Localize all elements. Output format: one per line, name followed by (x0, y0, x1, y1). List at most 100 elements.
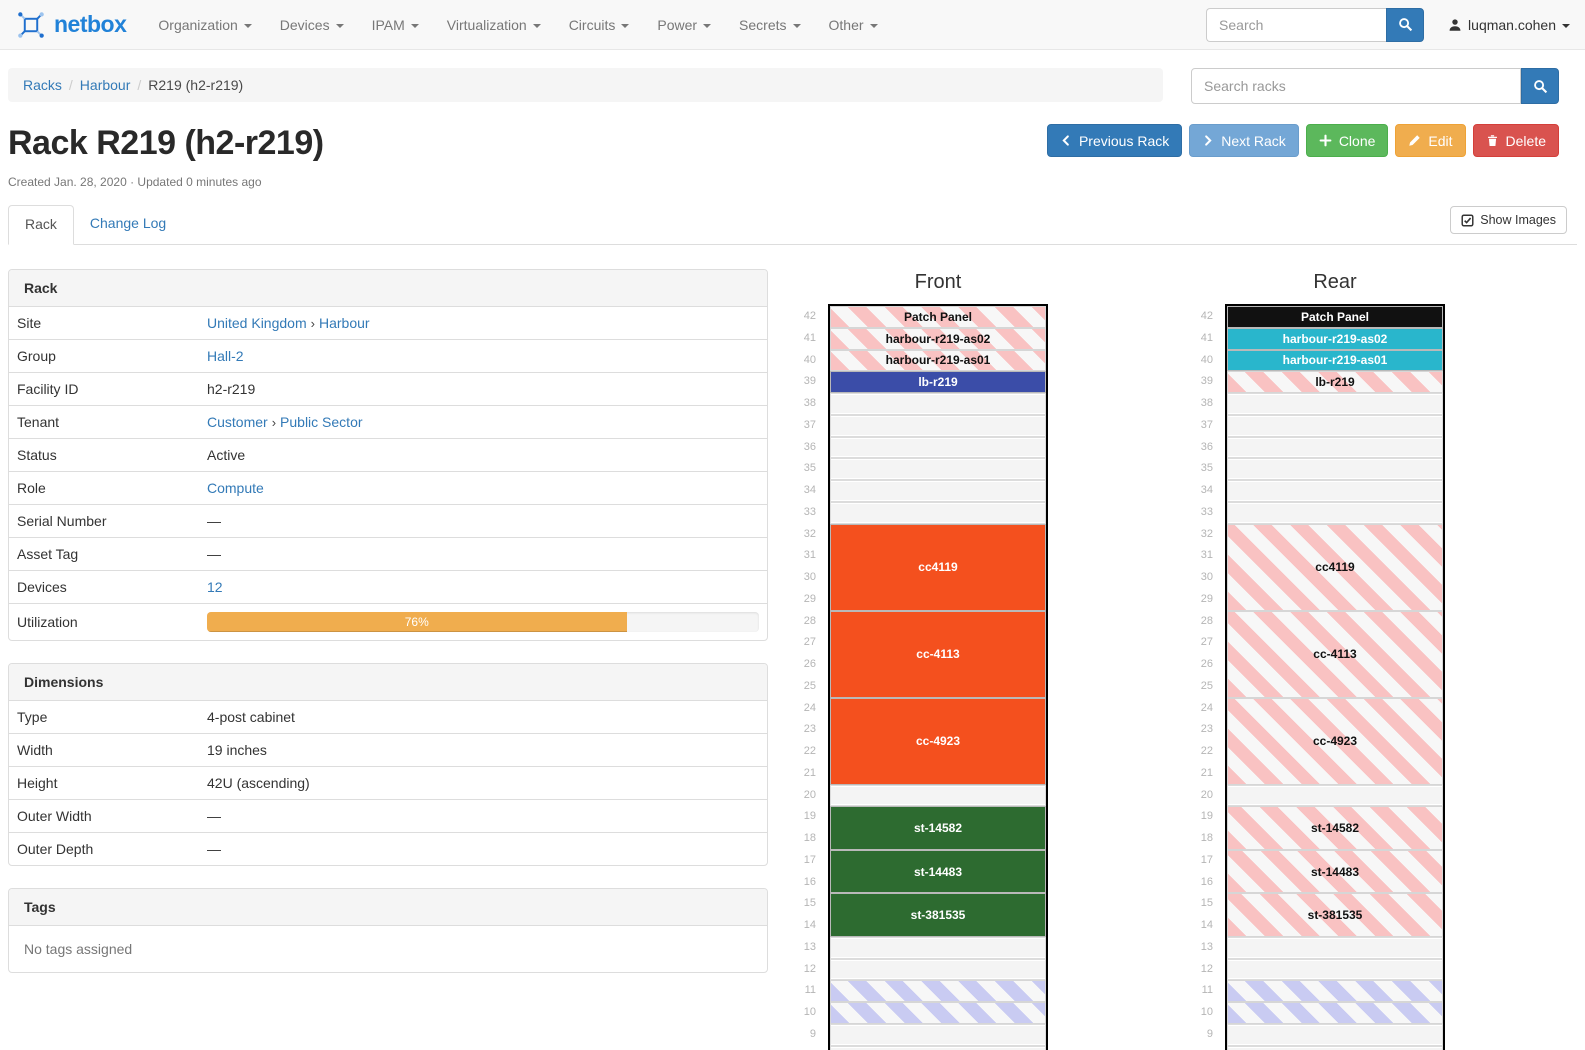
tab-rack[interactable]: Rack (8, 205, 74, 245)
breadcrumb-current: R219 (h2-r219) (148, 77, 244, 93)
attr-value: — (199, 799, 767, 833)
rack-slot-device[interactable]: st-381535 (1227, 893, 1443, 937)
attr-value: 76% (199, 603, 767, 640)
table-row: Height 42U (ascending) (9, 766, 767, 800)
chevron-right-icon (1205, 135, 1212, 146)
previous-rack-button[interactable]: Previous Rack (1046, 124, 1183, 157)
global-search-button[interactable] (1386, 7, 1425, 42)
nav-item-power[interactable]: Power (643, 0, 725, 50)
show-images-button[interactable]: Show Images (1450, 206, 1567, 234)
rack-slot-device[interactable]: lb-r219 (1227, 371, 1443, 393)
unit-number: 21 (803, 766, 816, 779)
unit-number: 34 (1200, 484, 1213, 496)
netbox-brand[interactable]: netbox (15, 9, 127, 41)
rack-slot-empty (830, 501, 1046, 524)
unit-number: 28 (1200, 614, 1213, 627)
unit-number: 15 (803, 897, 816, 910)
rack-slot-device[interactable]: st-14483 (1227, 849, 1443, 894)
attr-value-link[interactable]: Compute (207, 480, 264, 496)
rack-slot-device[interactable]: lb-r219 (830, 371, 1046, 393)
nav-item-organization[interactable]: Organization (144, 0, 265, 50)
rack-slot-device[interactable]: st-14582 (830, 806, 1046, 850)
nav-item-ipam[interactable]: IPAM (358, 0, 433, 50)
unit-number: 11 (804, 984, 816, 997)
rack-search-button[interactable] (1521, 68, 1559, 104)
rack-slot-device[interactable]: cc-4923 (1227, 697, 1443, 785)
tab-bar: Rack Change Log Show Images (8, 205, 1577, 245)
nav-item-virtualization[interactable]: Virtualization (433, 0, 555, 50)
unit-number: 14 (803, 919, 816, 931)
rack-slot-device[interactable]: Patch Panel (830, 306, 1046, 328)
attr-value-link[interactable]: Harbour (318, 315, 370, 331)
user-menu[interactable]: luqman.cohen (1448, 17, 1570, 33)
unit-number: 16 (1200, 875, 1213, 888)
attr-value-text: 42U (ascending) (207, 775, 310, 791)
attr-value-link[interactable]: 12 (207, 579, 223, 595)
rack-slot-device[interactable]: st-14483 (830, 849, 1046, 894)
rack-slot-device[interactable]: cc4119 (830, 523, 1046, 611)
rack-slot-device[interactable]: st-14582 (1227, 806, 1443, 850)
unit-number: 21 (1200, 766, 1213, 779)
breadcrumb-link[interactable]: Racks (23, 77, 62, 93)
chevron-down-icon (532, 23, 541, 28)
table-row: Devices 12 (9, 570, 767, 604)
unit-number: 27 (803, 636, 816, 649)
edit-button[interactable]: Edit (1395, 124, 1466, 157)
rack-slot-device[interactable]: harbour-r219-as02 (830, 327, 1046, 350)
nav-item-other[interactable]: Other (815, 0, 892, 50)
rear-unit-numbers: 42 41 40 39 38 37 36 35 34 33 32 31 30 29 28 27 26 25 24 23… (1185, 304, 1213, 1050)
attr-value-link[interactable]: Hall-2 (207, 348, 244, 364)
attr-value-link[interactable]: Customer (207, 414, 268, 430)
tab-change-log[interactable]: Change Log (89, 215, 167, 231)
nav-item-circuits[interactable]: Circuits (555, 0, 644, 50)
attr-value-link[interactable]: Public Sector (280, 414, 363, 430)
chevron-down-icon (869, 23, 878, 28)
rack-slot-device[interactable]: harbour-r219-as01 (830, 349, 1046, 372)
rack-slot-device[interactable]: cc-4113 (830, 610, 1046, 698)
brand-name: netbox (54, 11, 127, 37)
attr-label: Status (9, 438, 199, 472)
front-elevation-title: Front (914, 271, 962, 293)
breadcrumb-link[interactable]: Harbour (79, 77, 131, 93)
nav-item-label: Secrets (739, 16, 787, 33)
nav-item-secrets[interactable]: Secrets (725, 0, 814, 50)
rack-slot-device[interactable]: cc-4113 (1227, 610, 1443, 698)
attr-label: Height (9, 766, 199, 800)
rack-slot-device[interactable]: Patch Panel (1227, 306, 1443, 328)
rack-slot-empty (1227, 501, 1443, 524)
rack-search-input[interactable] (1191, 68, 1521, 104)
unit-number: 13 (1200, 940, 1213, 953)
unit-number: 9 (1206, 1027, 1213, 1040)
attr-value-text: 4-post cabinet (207, 709, 295, 725)
clone-button[interactable]: Clone (1305, 124, 1389, 157)
attr-value: 4-post cabinet (199, 701, 767, 734)
attr-value-text: — (207, 513, 221, 529)
unit-number: 32 (803, 527, 816, 540)
nav-item-devices[interactable]: Devices (266, 0, 358, 50)
dimensions-attr-body: Type 4-post cabinet Width 19 inches Height 42… (9, 701, 767, 865)
rack-slot-empty (830, 936, 1046, 959)
attr-value-text: — (207, 546, 221, 562)
attr-value-link[interactable]: United Kingdom (207, 315, 307, 331)
delete-button[interactable]: Delete (1472, 124, 1559, 157)
rack-slot-device[interactable]: cc4119 (1227, 523, 1443, 611)
breadcrumb: Racks / Harbour / R219 (h2-r219) (8, 68, 1163, 102)
rack-slot-device[interactable]: harbour-r219-as01 (1227, 349, 1443, 372)
show-images-label: Show Images (1480, 213, 1556, 227)
next-rack-button[interactable]: Next Rack (1189, 124, 1299, 157)
attr-label: Outer Width (9, 799, 199, 833)
rack-slot-device[interactable]: harbour-r219-as02 (1227, 327, 1443, 350)
unit-number: 23 (1200, 723, 1213, 736)
rack-slot-device[interactable]: cc-4923 (830, 697, 1046, 785)
unit-number: 8 (1185, 1046, 1213, 1050)
unit-number: 25 (1200, 679, 1213, 692)
chevron-down-icon (1562, 23, 1570, 28)
unit-number: 36 (803, 440, 816, 453)
unit-number: 12 (1200, 962, 1213, 975)
chevron-left-icon (1062, 135, 1069, 146)
rack-slot-device[interactable]: st-381535 (830, 893, 1046, 937)
unit-number: 39 (803, 375, 816, 388)
global-search-input[interactable] (1206, 7, 1387, 42)
rack-slot-reserved (1227, 980, 1443, 1002)
unit-number: 8 (788, 1046, 816, 1050)
